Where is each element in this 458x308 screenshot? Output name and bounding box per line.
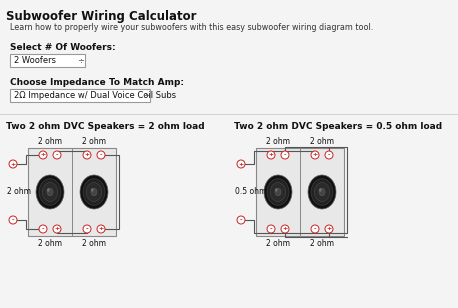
Text: 2 ohm: 2 ohm — [310, 239, 334, 248]
Ellipse shape — [36, 175, 64, 209]
Text: +: + — [98, 226, 104, 232]
Ellipse shape — [47, 188, 50, 192]
Text: +: + — [40, 152, 46, 157]
Ellipse shape — [42, 183, 58, 201]
FancyBboxPatch shape — [10, 54, 85, 67]
Text: +: + — [84, 152, 90, 157]
Text: ÷: ÷ — [142, 91, 149, 100]
Circle shape — [237, 160, 245, 168]
Text: 2 ohm: 2 ohm — [310, 137, 334, 146]
Text: -: - — [56, 152, 58, 157]
Text: 2 ohm: 2 ohm — [82, 137, 106, 146]
Circle shape — [281, 225, 289, 233]
Text: +: + — [312, 152, 318, 157]
FancyBboxPatch shape — [256, 148, 344, 236]
Circle shape — [267, 151, 275, 159]
Text: 2 ohm: 2 ohm — [7, 188, 31, 197]
Circle shape — [9, 216, 17, 224]
Text: +: + — [268, 152, 273, 157]
Circle shape — [39, 225, 47, 233]
Circle shape — [311, 151, 319, 159]
Text: Subwoofer Wiring Calculator: Subwoofer Wiring Calculator — [6, 10, 196, 23]
Circle shape — [325, 151, 333, 159]
Circle shape — [97, 225, 105, 233]
Text: Two 2 ohm DVC Speakers = 2 ohm load: Two 2 ohm DVC Speakers = 2 ohm load — [6, 122, 205, 131]
Ellipse shape — [39, 179, 61, 205]
Ellipse shape — [91, 188, 94, 192]
Text: 0.5 ohm: 0.5 ohm — [235, 188, 267, 197]
Ellipse shape — [83, 179, 105, 205]
Text: -: - — [240, 217, 242, 222]
Text: -: - — [284, 152, 286, 157]
Text: +: + — [11, 161, 16, 167]
Circle shape — [9, 160, 17, 168]
Ellipse shape — [319, 188, 325, 196]
Text: +: + — [283, 226, 288, 232]
Circle shape — [311, 225, 319, 233]
Ellipse shape — [86, 183, 102, 201]
Text: 2 Woofers: 2 Woofers — [14, 56, 56, 65]
Text: -: - — [327, 152, 330, 157]
Text: -: - — [12, 217, 14, 222]
Text: Select # Of Woofers:: Select # Of Woofers: — [10, 43, 115, 52]
Circle shape — [267, 225, 275, 233]
Circle shape — [281, 151, 289, 159]
Ellipse shape — [264, 175, 292, 209]
Text: 2 ohm: 2 ohm — [38, 137, 62, 146]
Circle shape — [83, 225, 91, 233]
Text: -: - — [86, 226, 88, 232]
Text: 2 ohm: 2 ohm — [82, 239, 106, 248]
Ellipse shape — [308, 175, 336, 209]
Text: -: - — [100, 152, 102, 157]
Text: Two 2 ohm DVC Speakers = 0.5 ohm load: Two 2 ohm DVC Speakers = 0.5 ohm load — [234, 122, 442, 131]
Text: -: - — [42, 226, 44, 232]
Text: 2 ohm: 2 ohm — [266, 137, 290, 146]
Text: -: - — [314, 226, 316, 232]
Text: Choose Impedance To Match Amp:: Choose Impedance To Match Amp: — [10, 78, 184, 87]
Text: +: + — [55, 226, 60, 232]
Text: 2 ohm: 2 ohm — [38, 239, 62, 248]
Circle shape — [83, 151, 91, 159]
Circle shape — [97, 151, 105, 159]
Circle shape — [53, 225, 61, 233]
Circle shape — [53, 151, 61, 159]
Ellipse shape — [319, 188, 322, 192]
Ellipse shape — [314, 183, 330, 201]
Ellipse shape — [311, 179, 333, 205]
Ellipse shape — [80, 175, 108, 209]
FancyBboxPatch shape — [28, 148, 116, 236]
Text: 2 ohm: 2 ohm — [266, 239, 290, 248]
Circle shape — [39, 151, 47, 159]
Text: ÷: ÷ — [77, 56, 84, 65]
Ellipse shape — [91, 188, 97, 196]
Text: +: + — [327, 226, 332, 232]
Circle shape — [325, 225, 333, 233]
Text: +: + — [238, 161, 244, 167]
Text: Learn how to properly wire your subwoofers with this easy subwoofer wiring diagr: Learn how to properly wire your subwoofe… — [10, 23, 373, 32]
Ellipse shape — [275, 188, 278, 192]
Text: -: - — [270, 226, 273, 232]
Text: 2Ω Impedance w/ Dual Voice Coil Subs: 2Ω Impedance w/ Dual Voice Coil Subs — [14, 91, 176, 100]
Circle shape — [237, 216, 245, 224]
Ellipse shape — [270, 183, 286, 201]
Ellipse shape — [47, 188, 53, 196]
FancyBboxPatch shape — [10, 89, 150, 102]
Ellipse shape — [275, 188, 281, 196]
Ellipse shape — [267, 179, 289, 205]
